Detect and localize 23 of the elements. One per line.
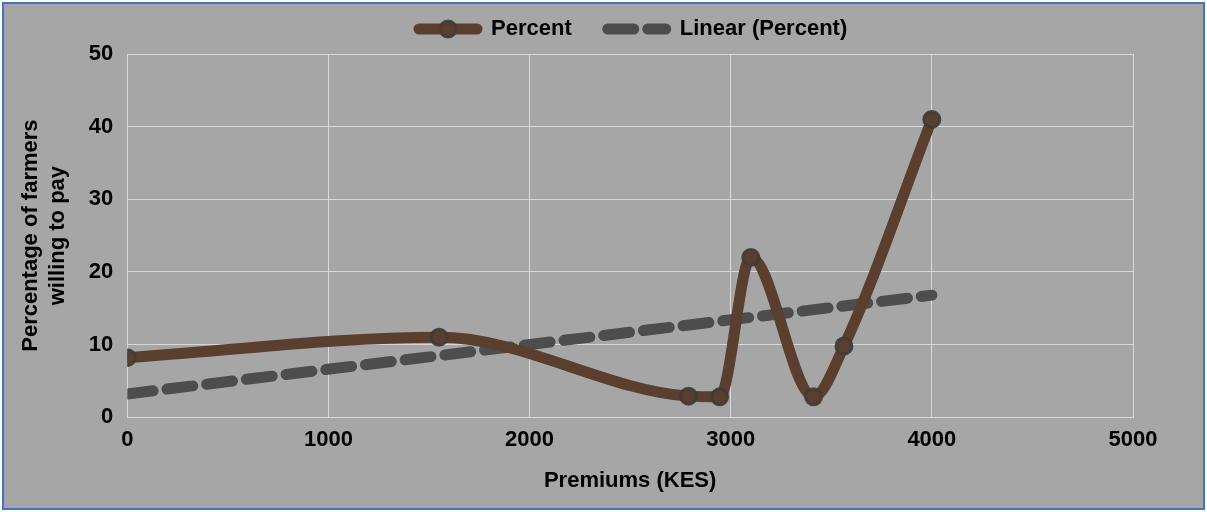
point xyxy=(429,327,449,347)
point xyxy=(922,109,942,129)
y-tick-label: 20 xyxy=(88,257,114,283)
y-tick-label: 30 xyxy=(88,185,114,211)
y-tick-label: 50 xyxy=(88,40,114,66)
x-tick-label: 0 xyxy=(121,426,134,452)
x-tick-label: 4000 xyxy=(907,426,957,452)
point xyxy=(804,387,824,407)
y-tick-label: 0 xyxy=(101,403,114,429)
x-tick-label: 5000 xyxy=(1108,426,1158,452)
x-tick-label: 1000 xyxy=(303,426,353,452)
point xyxy=(678,386,698,406)
legend-label: Linear (Percent) xyxy=(679,15,848,41)
point xyxy=(741,247,761,267)
y-tick-label: 40 xyxy=(88,112,114,138)
x-tick-label: 3000 xyxy=(706,426,756,452)
y-axis-title: Percentage of farmers willing to pay xyxy=(17,119,69,352)
y-tick-label: 10 xyxy=(88,330,114,356)
x-tick-label: 2000 xyxy=(505,426,555,452)
point xyxy=(710,387,730,407)
legend-label: Percent xyxy=(491,15,573,41)
x-axis-title: Premiums (KES) xyxy=(543,466,717,492)
point xyxy=(834,336,854,356)
